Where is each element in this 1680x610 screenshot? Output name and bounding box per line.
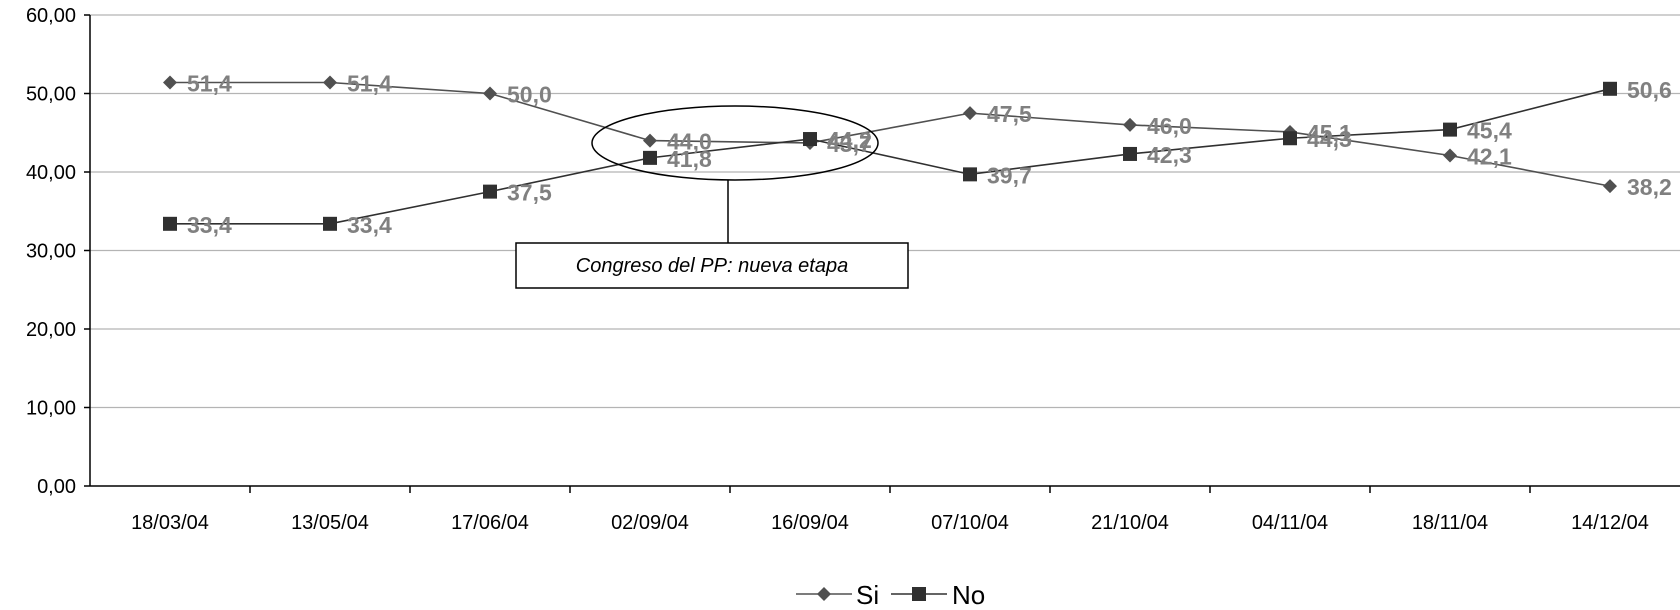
x-tick-label: 18/03/04 [131,512,209,534]
data-point-no [1603,81,1617,96]
x-tick-label: 07/10/04 [931,512,1009,534]
data-label-no: 37,5 [507,180,552,206]
legend-label-si: Si [856,580,879,610]
data-label-si: 45,1 [1307,120,1352,146]
data-label-si: 46,0 [1147,113,1192,139]
data-label-no: 45,4 [1467,118,1512,144]
data-point-no [803,132,817,147]
data-point-si [163,75,177,90]
data-label-si: 50,0 [507,82,552,108]
data-point-si [323,75,337,90]
y-tick-label: 50,00 [26,84,76,106]
data-label-no: 42,3 [1147,142,1192,168]
legend-item-no: No [891,580,985,610]
data-point-si [1603,179,1617,194]
y-tick-label: 10,00 [26,398,76,420]
data-point-no [1283,131,1297,146]
data-label-si: 51,4 [347,71,392,97]
data-label-no: 44,3 [1307,126,1352,152]
series-layer [163,75,1617,231]
data-label-si: 47,5 [987,101,1032,127]
data-label-no: 50,6 [1627,77,1672,103]
x-tick-label: 21/10/04 [1091,512,1169,534]
annotation: Congreso del PP: nueva etapa [515,105,909,289]
data-point-si [963,106,977,121]
series-line-no [170,88,1611,225]
data-label-si: 51,4 [187,71,232,97]
y-tick-label: 0,00 [37,476,76,498]
data-point-no [323,216,337,231]
data-point-no [163,216,177,231]
x-tick-label: 18/11/04 [1412,512,1488,534]
data-point-si [1443,148,1457,163]
data-label-no: 33,4 [347,212,392,238]
legend: Si No [796,580,985,610]
data-point-no [643,150,657,165]
gridlines [90,14,1680,409]
x-tick-label: 14/12/04 [1571,512,1649,534]
data-label-no: 39,7 [987,162,1032,188]
data-label-si: 43,7 [827,131,872,157]
data-label-no: 41,8 [667,146,712,172]
x-tick-label: 17/06/04 [451,512,529,534]
legend-label-no: No [952,580,985,610]
data-label-no: 33,4 [187,212,232,238]
series-line-si [170,81,1611,187]
data-point-si [483,86,497,101]
data-point-si [1123,117,1137,132]
annotation-box [515,242,909,289]
data-label-no: 44,2 [827,127,872,153]
x-tick-label: 16/09/04 [771,512,849,534]
y-tick-label: 40,00 [26,162,76,184]
data-point-no [1443,122,1457,137]
data-point-si [643,133,657,148]
data-label-si: 44,0 [667,129,712,155]
legend-marker-si [817,587,831,601]
annotation-ellipse [591,105,879,181]
legend-marker-no [912,587,926,601]
x-tick-label: 13/05/04 [291,512,369,534]
data-point-no [963,167,977,182]
y-tick-label: 20,00 [26,319,76,341]
data-point-no [1123,146,1137,161]
x-tick-label: 02/09/04 [611,512,689,534]
data-labels: 51,4 51,4 50,0 44,0 43,7 47,5 46,0 45,1 42,1 38,2… [187,71,1672,238]
data-point-no [483,184,497,199]
annotation-text: Congreso del PP: nueva etapa [576,255,848,277]
legend-item-si: Si [796,580,879,610]
data-label-si: 38,2 [1627,174,1672,200]
data-label-si: 42,1 [1467,144,1512,170]
y-tick-label: 30,00 [26,241,76,263]
axes: 0,00 10,00 20,00 30,00 40,00 50,00 60,00 18/03/… [26,5,1680,534]
x-tick-label: 04/11/04 [1252,512,1328,534]
y-tick-label: 60,00 [26,5,76,27]
